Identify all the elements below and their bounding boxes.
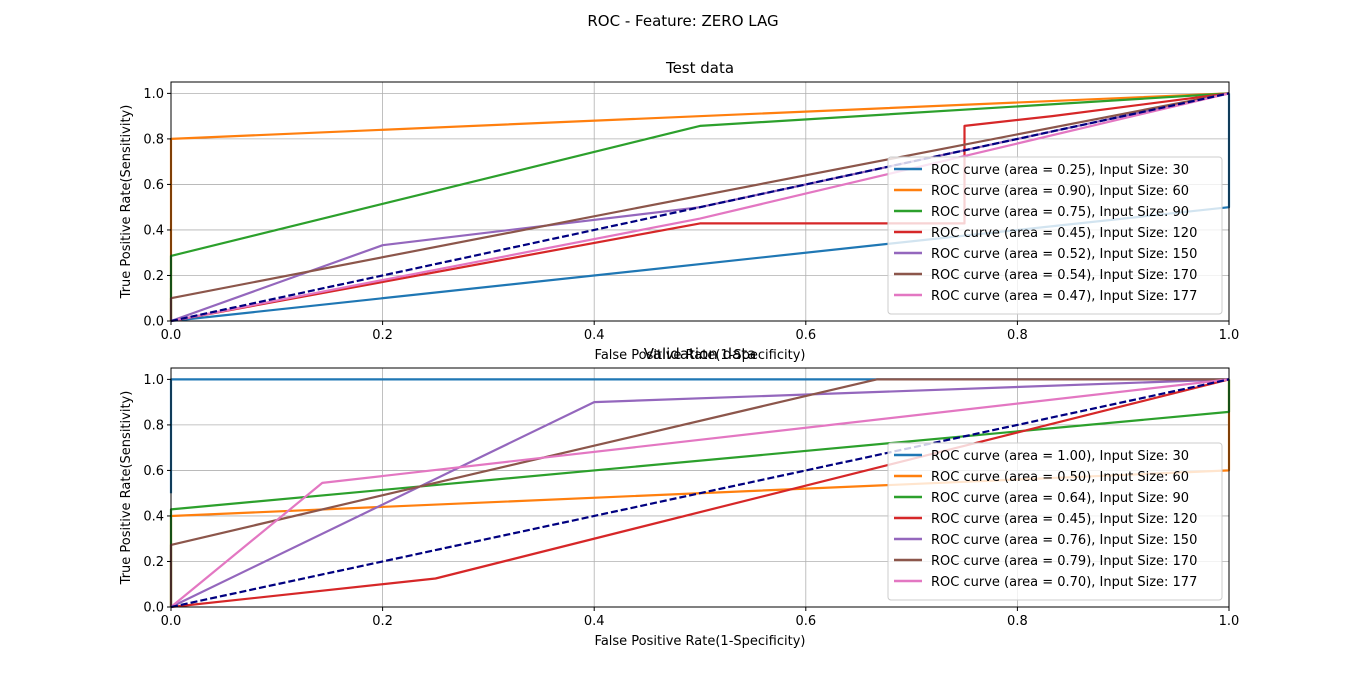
chart-panel-2: 0.0 0.2 0.4 0.6 0.8 1.0 0.0 0.2 0.4 0.6 0.8 1.0 Vali… [119, 345, 1239, 649]
y-tick-label: 0.2 [143, 269, 164, 284]
x-tick-label: 1.0 [1219, 328, 1240, 343]
chance-diagonal-line [170, 378, 1230, 609]
x-axis-label: False Positive Rate(1-Specificity) [595, 634, 806, 649]
y-tick-label: 0.6 [143, 464, 164, 479]
legend: ROC curve (area = 0.25), Input Size: 30 R… [887, 156, 1223, 315]
y-tick-label: 0.2 [143, 555, 164, 570]
legend-label: ROC curve (area = 0.90), Input Size: 60 [931, 184, 1189, 199]
y-tick-label: 1.0 [143, 373, 164, 388]
legend-label: ROC curve (area = 0.64), Input Size: 90 [931, 491, 1189, 506]
y-axis-label: True Positive Rate(Sensitivity) [119, 391, 134, 586]
y-axis-label: True Positive Rate(Sensitivity) [119, 105, 134, 300]
figure-suptitle: ROC - Feature: ZERO LAG [587, 12, 778, 30]
x-tick-label: 0.4 [584, 614, 605, 629]
legend-label: ROC curve (area = 1.00), Input Size: 30 [931, 449, 1189, 464]
legend-label: ROC curve (area = 0.79), Input Size: 170 [931, 554, 1197, 569]
x-tick-label: 0.2 [372, 614, 393, 629]
axes-frame [170, 81, 1230, 322]
legend: ROC curve (area = 1.00), Input Size: 30 R… [887, 442, 1223, 601]
y-tick-label: 0.4 [143, 223, 164, 238]
x-tick-label: 1.0 [1219, 614, 1240, 629]
panel-title: Test data [665, 59, 734, 77]
x-tick-label: 0.6 [795, 614, 816, 629]
panel-title: Validation data [644, 345, 757, 363]
y-tick-label: 0.6 [143, 178, 164, 193]
legend-box [887, 156, 1223, 315]
legend-label: ROC curve (area = 0.45), Input Size: 120 [931, 226, 1197, 241]
roc-line-7 [170, 92, 1230, 323]
legend-label: ROC curve (area = 0.75), Input Size: 90 [931, 205, 1189, 220]
x-tick-label: 0.8 [1007, 614, 1028, 629]
legend-label: ROC curve (area = 0.50), Input Size: 60 [931, 470, 1189, 485]
legend-label: ROC curve (area = 0.52), Input Size: 150 [931, 247, 1197, 262]
legend-label: ROC curve (area = 0.47), Input Size: 177 [931, 289, 1197, 304]
y-tick-label: 0.0 [143, 601, 164, 616]
x-tick-label: 0.6 [795, 328, 816, 343]
legend-label: ROC curve (area = 0.70), Input Size: 177 [931, 575, 1197, 590]
legend-label: ROC curve (area = 0.25), Input Size: 30 [931, 163, 1189, 178]
x-tick-label: 0.0 [161, 328, 182, 343]
axes-frame [170, 367, 1230, 608]
legend-label: ROC curve (area = 0.54), Input Size: 170 [931, 268, 1197, 283]
x-tick-label: 0.0 [161, 614, 182, 629]
y-tick-label: 0.0 [143, 315, 164, 330]
legend-box [887, 442, 1223, 601]
x-axis-label: False Positive Rate(1-Specificity) [595, 348, 806, 363]
x-tick-label: 0.4 [584, 328, 605, 343]
legend-label: ROC curve (area = 0.76), Input Size: 150 [931, 533, 1197, 548]
y-tick-label: 0.8 [143, 418, 164, 433]
y-tick-label: 1.0 [143, 87, 164, 102]
legend-label: ROC curve (area = 0.45), Input Size: 120 [931, 512, 1197, 527]
y-tick-label: 0.4 [143, 509, 164, 524]
y-tick-label: 0.8 [143, 132, 164, 147]
roc-line-5 [170, 378, 1230, 608]
x-tick-label: 0.2 [372, 328, 393, 343]
chart-panel-1: 0.0 0.2 0.4 0.6 0.8 1.0 0.0 0.2 0.4 0.6 0.8 1.0 Test… [119, 59, 1239, 363]
roc-line-7 [170, 378, 1230, 608]
chance-diagonal-line [170, 92, 1230, 323]
x-tick-label: 0.8 [1007, 328, 1028, 343]
